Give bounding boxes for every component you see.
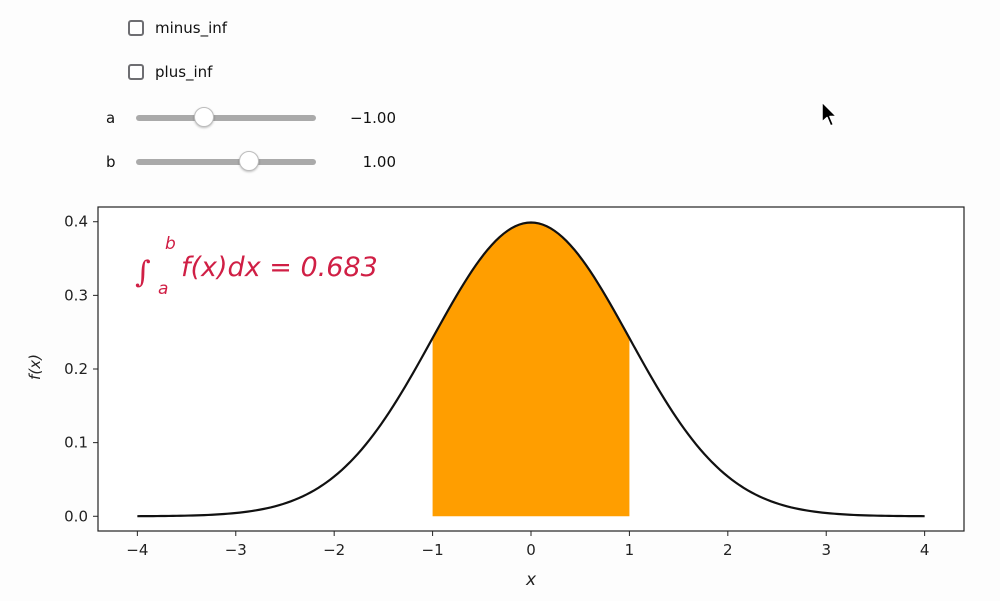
mouse-pointer-icon [821, 101, 838, 127]
x-tick-label: 4 [920, 541, 930, 559]
slider-b-track[interactable] [136, 151, 316, 171]
shaded-area [432, 222, 630, 517]
y-tick-label: 0.4 [64, 213, 88, 231]
minus-inf-label: minus_inf [155, 19, 228, 37]
integral-upper-limit: b [165, 234, 176, 254]
integral-lower-limit: a [158, 279, 168, 299]
integral-sign: ∫ [135, 255, 151, 290]
x-axis-label: x [525, 570, 537, 590]
integral-annotation: f(x)dx = 0.683 [181, 252, 378, 283]
y-tick-label: 0.2 [64, 360, 88, 378]
minus-inf-checkbox-box[interactable] [128, 20, 144, 36]
plus-inf-checkbox[interactable]: plus_inf [128, 61, 212, 83]
y-tick-label: 0.0 [64, 507, 88, 525]
y-axis-label: f(x) [26, 354, 44, 380]
slider-b: b 1.00 [106, 149, 426, 175]
slider-b-label: b [106, 153, 116, 171]
x-tick-label: −2 [323, 541, 345, 559]
x-tick-label: −1 [422, 541, 444, 559]
slider-a: a −1.00 [106, 105, 426, 131]
x-tick-label: −4 [126, 541, 148, 559]
x-tick-label: −3 [225, 541, 247, 559]
slider-a-thumb[interactable] [193, 107, 214, 127]
x-tick-label: 2 [723, 541, 733, 559]
x-tick-label: 1 [625, 541, 635, 559]
minus-inf-checkbox[interactable]: minus_inf [128, 17, 227, 39]
x-tick-label: 0 [526, 541, 536, 559]
slider-a-track[interactable] [136, 107, 316, 127]
x-tick-label: 3 [821, 541, 831, 559]
slider-a-label: a [106, 109, 116, 127]
normal-pdf-plot: −4 −3 −2 −1 0 1 2 3 4 0.0 0.1 0.2 0.3 0.4 ∫ b a f(x)d… [26, 206, 965, 590]
pdf-curve [137, 221, 925, 518]
plus-inf-checkbox-box[interactable] [128, 64, 144, 80]
y-tick-label: 0.3 [64, 286, 88, 304]
slider-b-value: 1.00 [362, 153, 396, 171]
plus-inf-label: plus_inf [155, 63, 213, 81]
y-tick-label: 0.1 [64, 434, 88, 452]
slider-a-value: −1.00 [350, 109, 396, 127]
slider-b-thumb[interactable] [238, 151, 259, 171]
